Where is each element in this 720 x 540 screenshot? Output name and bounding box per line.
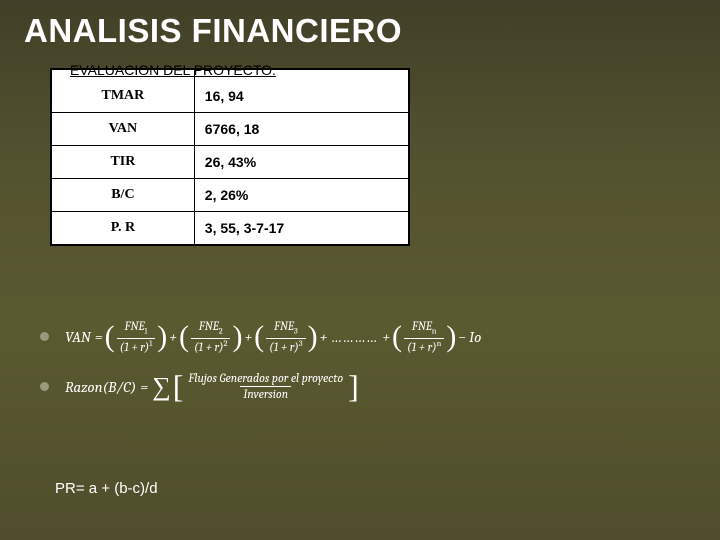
paren-left-icon: ( [179,325,189,349]
van-fraction: FNE1(1 + r)1 [117,320,156,354]
row-label: P. R [52,212,195,245]
paren-right-icon: ) [232,325,242,349]
equals-sign: = [140,378,148,396]
bc-fraction: Flujos Generados por el proyecto Inversi… [185,372,346,401]
paren-right-icon: ) [157,325,167,349]
van-formula: VAN = (FNE1(1 + r)1)+(FNE2(1 + r)2)+(FNE… [40,320,680,354]
paren-left-icon: ( [254,325,264,349]
evaluation-table: TMAR16, 94VAN6766, 18TIR26, 43%B/C2, 26%… [50,68,410,246]
plus-sign: + [244,328,252,346]
sigma-icon: ∑ [152,372,171,402]
row-label: VAN [52,113,195,146]
van-fraction: FNE2(1 + r)2 [191,320,231,354]
table-subtitle-wrap: EVALUACION DEL PROYECTO. [70,62,276,80]
row-value: 26, 43% [194,146,408,179]
ellipsis: ………… [331,328,378,346]
bullet-icon [40,382,49,391]
table-subtitle: EVALUACION DEL PROYECTO. [70,62,276,78]
paren-left-icon: ( [105,325,115,349]
paren-left-icon: ( [392,325,402,349]
van-fraction: FNE3(1 + r)3 [266,320,305,354]
row-label: B/C [52,179,195,212]
paren-right-icon: ) [308,325,318,349]
row-value: 3, 55, 3-7-17 [194,212,408,245]
minus-io: − Io [458,328,481,346]
formulas-block: VAN = (FNE1(1 + r)1)+(FNE2(1 + r)2)+(FNE… [40,320,680,420]
table-row: P. R3, 55, 3-7-17 [52,212,409,245]
bullet-icon [40,332,49,341]
bracket-right-icon: ] [348,374,359,400]
bracket-left-icon: [ [173,374,184,400]
table-row: B/C2, 26% [52,179,409,212]
plus-sign: + [169,328,177,346]
bc-numerator: Flujos Generados por el proyecto [185,372,346,386]
bc-lhs: Razon(B/C) [65,378,136,396]
van-fraction: FNEn(1 + r)n [404,320,444,354]
paren-right-icon: ) [446,325,456,349]
equals-sign: = [95,328,103,346]
row-label: TIR [52,146,195,179]
page-title: ANALISIS FINANCIERO [0,0,720,50]
pr-formula: PR= a + (b-c)/d [55,480,158,497]
bc-formula: Razon(B/C) = ∑ [ Flujos Generados por el… [40,372,680,402]
table-row: VAN6766, 18 [52,113,409,146]
van-lhs: VAN [65,328,91,346]
plus-sign: + [382,328,390,346]
plus-sign: + [320,328,328,346]
bc-denominator: Inversion [240,386,291,401]
row-value: 6766, 18 [194,113,408,146]
table-row: TIR26, 43% [52,146,409,179]
row-value: 2, 26% [194,179,408,212]
